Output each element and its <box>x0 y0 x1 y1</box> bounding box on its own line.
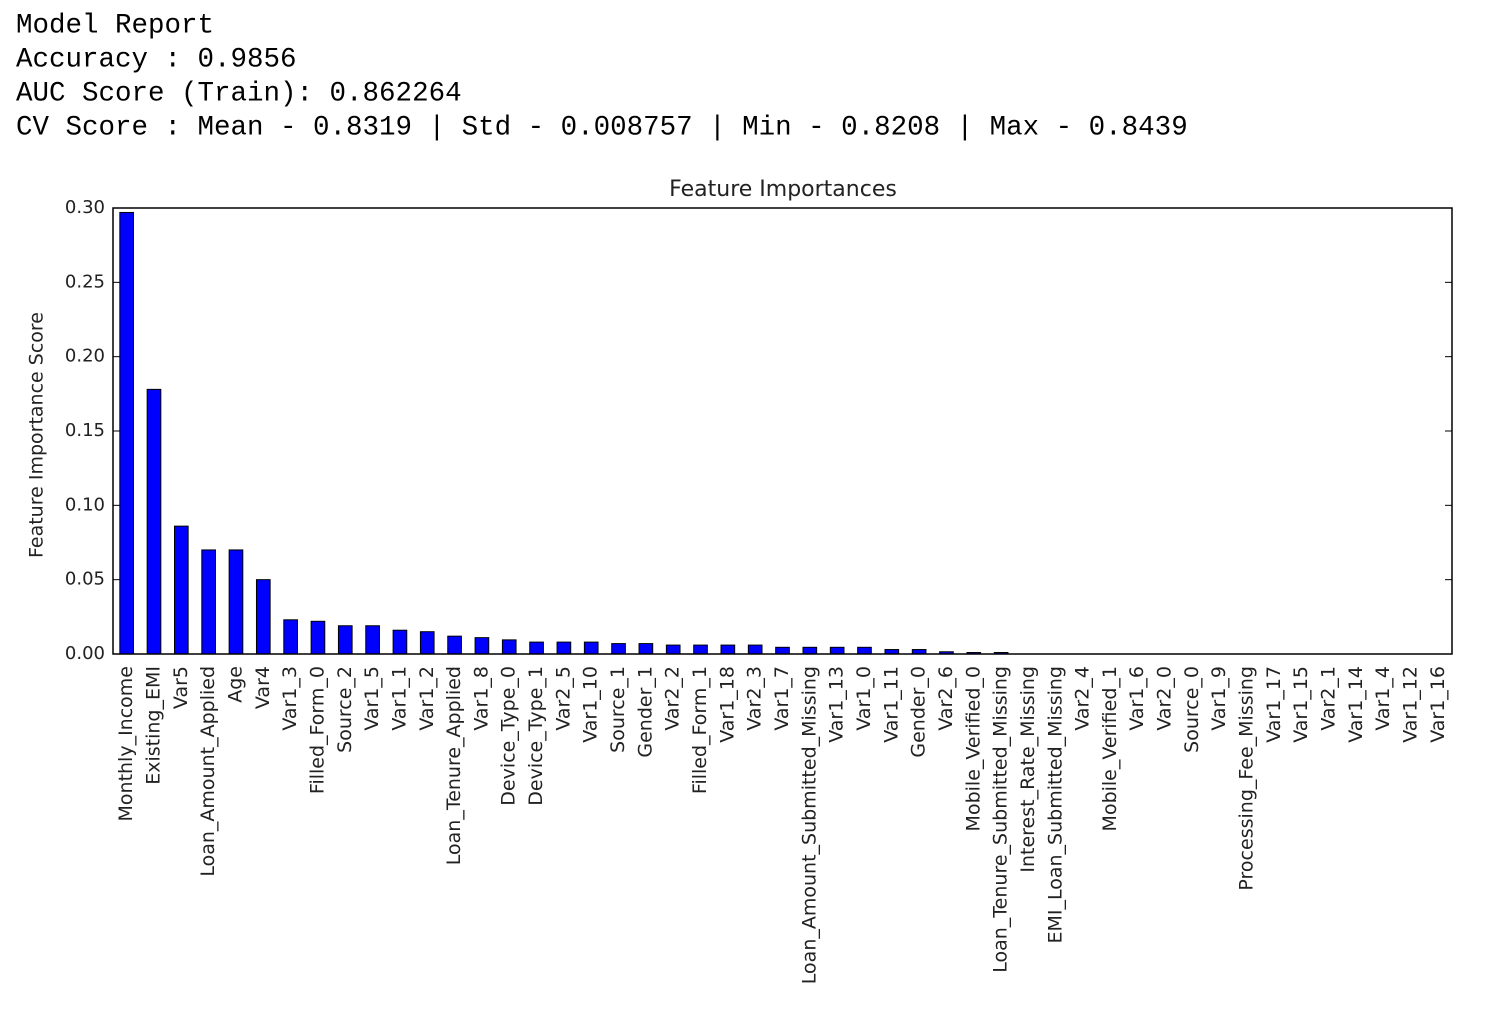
chart-title: Feature Importances <box>669 177 897 202</box>
bar <box>447 635 462 655</box>
x-tick-label: Existing_EMI <box>142 666 164 785</box>
x-tick-label: Filled_Form_1 <box>689 666 711 794</box>
bar <box>201 549 216 655</box>
x-tick-label: Var1_1 <box>388 666 410 731</box>
x-tick-label: Filled_Form_0 <box>306 666 328 794</box>
x-tick-label: Mobile_Verified_1 <box>1099 666 1121 831</box>
x-tick-label: Device_Type_1 <box>525 666 547 806</box>
x-tick-label: Var1_14 <box>1345 666 1367 743</box>
report-line: CV Score : Mean - 0.8319 | Std - 0.00875… <box>16 112 1188 143</box>
y-tick-label: 0.00 <box>65 643 105 664</box>
x-tick-label: Monthly_Income <box>115 666 137 822</box>
x-tick-label: Var1_8 <box>470 666 492 731</box>
bar <box>337 625 353 655</box>
x-tick-label: Source_0 <box>1181 666 1203 753</box>
x-tick-label: Interest_Rate_Missing <box>1017 666 1039 873</box>
x-tick-label: Gender_0 <box>908 666 930 758</box>
bar <box>283 619 298 655</box>
bar <box>419 631 435 655</box>
y-tick-label: 0.25 <box>65 271 105 292</box>
x-tick-label: Var2_0 <box>1154 666 1176 731</box>
x-tick-label: Gender_1 <box>634 666 656 758</box>
x-tick-label: Var1_4 <box>1372 666 1394 731</box>
x-tick-label: Var1_5 <box>361 666 383 731</box>
x-tick-label: Var2_1 <box>1318 666 1340 731</box>
bar <box>693 644 708 655</box>
bar <box>611 643 626 655</box>
x-tick-label: Var1_6 <box>1126 666 1148 731</box>
y-axis-label: Feature Importance Score <box>26 312 48 558</box>
bar <box>474 637 490 655</box>
x-tick-label: Var1_10 <box>580 666 602 743</box>
y-tick-label: 0.05 <box>65 569 105 590</box>
bar <box>255 579 271 655</box>
bar <box>501 639 517 655</box>
bar <box>119 211 134 655</box>
x-tick-label: Var1_3 <box>279 666 301 731</box>
bar <box>829 646 845 655</box>
x-tick-label: EMI_Loan_Submitted_Missing <box>1044 666 1066 944</box>
y-tick-label: 0.15 <box>65 420 105 441</box>
x-tick-label: Age <box>224 666 246 703</box>
plot-frame <box>112 207 1453 655</box>
x-tick-label: Loan_Tenure_Applied <box>443 666 465 865</box>
bar <box>775 646 790 655</box>
bar <box>583 641 599 655</box>
bar <box>638 643 654 655</box>
bar <box>146 388 162 655</box>
bar <box>173 525 189 655</box>
x-tick-label: Var1_11 <box>880 666 902 743</box>
x-tick-label: Var1_18 <box>716 666 738 743</box>
bar <box>802 646 818 655</box>
x-tick-label: Var1_7 <box>771 666 793 731</box>
x-tick-label: Loan_Tenure_Submitted_Missing <box>990 666 1012 973</box>
report-line: AUC Score (Train): 0.862264 <box>16 78 462 109</box>
x-tick-label: Var1_16 <box>1427 666 1449 743</box>
x-tick-label: Device_Type_0 <box>498 666 520 806</box>
x-tick-label: Var5 <box>170 666 192 709</box>
bar <box>392 629 408 655</box>
bar <box>857 646 872 655</box>
y-tick-label: 0.10 <box>65 494 105 515</box>
x-tick-label: Var1_13 <box>826 666 848 743</box>
report-title: Model Report <box>16 10 214 41</box>
bar <box>365 625 380 655</box>
bar <box>665 644 681 655</box>
x-tick-label: Var1_2 <box>416 666 438 731</box>
x-tick-label: Var1_0 <box>853 666 875 731</box>
x-tick-label: Var2_2 <box>662 666 684 731</box>
bar <box>310 620 326 655</box>
x-tick-label: Var2_4 <box>1072 666 1094 731</box>
x-tick-label: Var4 <box>252 666 274 709</box>
report-line: Accuracy : 0.9856 <box>16 44 297 75</box>
x-tick-label: Loan_Amount_Applied <box>197 666 219 877</box>
x-tick-label: Source_1 <box>607 666 629 753</box>
bar <box>529 641 544 655</box>
bar <box>228 549 244 655</box>
x-tick-label: Processing_Fee_Missing <box>1236 666 1258 891</box>
x-tick-label: Source_2 <box>334 666 356 753</box>
x-tick-label: Loan_Amount_Submitted_Missing <box>798 666 820 984</box>
x-tick-label: Var2_6 <box>935 666 957 731</box>
x-tick-label: Var2_3 <box>744 666 766 731</box>
x-tick-label: Var1_12 <box>1400 666 1422 743</box>
y-tick-label: 0.20 <box>65 346 105 367</box>
bar <box>556 641 572 655</box>
bar <box>747 644 763 655</box>
x-tick-label: Var2_5 <box>552 666 574 731</box>
y-tick-label: 0.30 <box>65 197 105 218</box>
x-tick-label: Var1_17 <box>1263 666 1285 743</box>
x-tick-label: Mobile_Verified_0 <box>962 666 984 831</box>
x-tick-label: Var1_9 <box>1208 666 1230 731</box>
x-tick-label: Var1_15 <box>1290 666 1312 743</box>
bar <box>720 644 736 655</box>
